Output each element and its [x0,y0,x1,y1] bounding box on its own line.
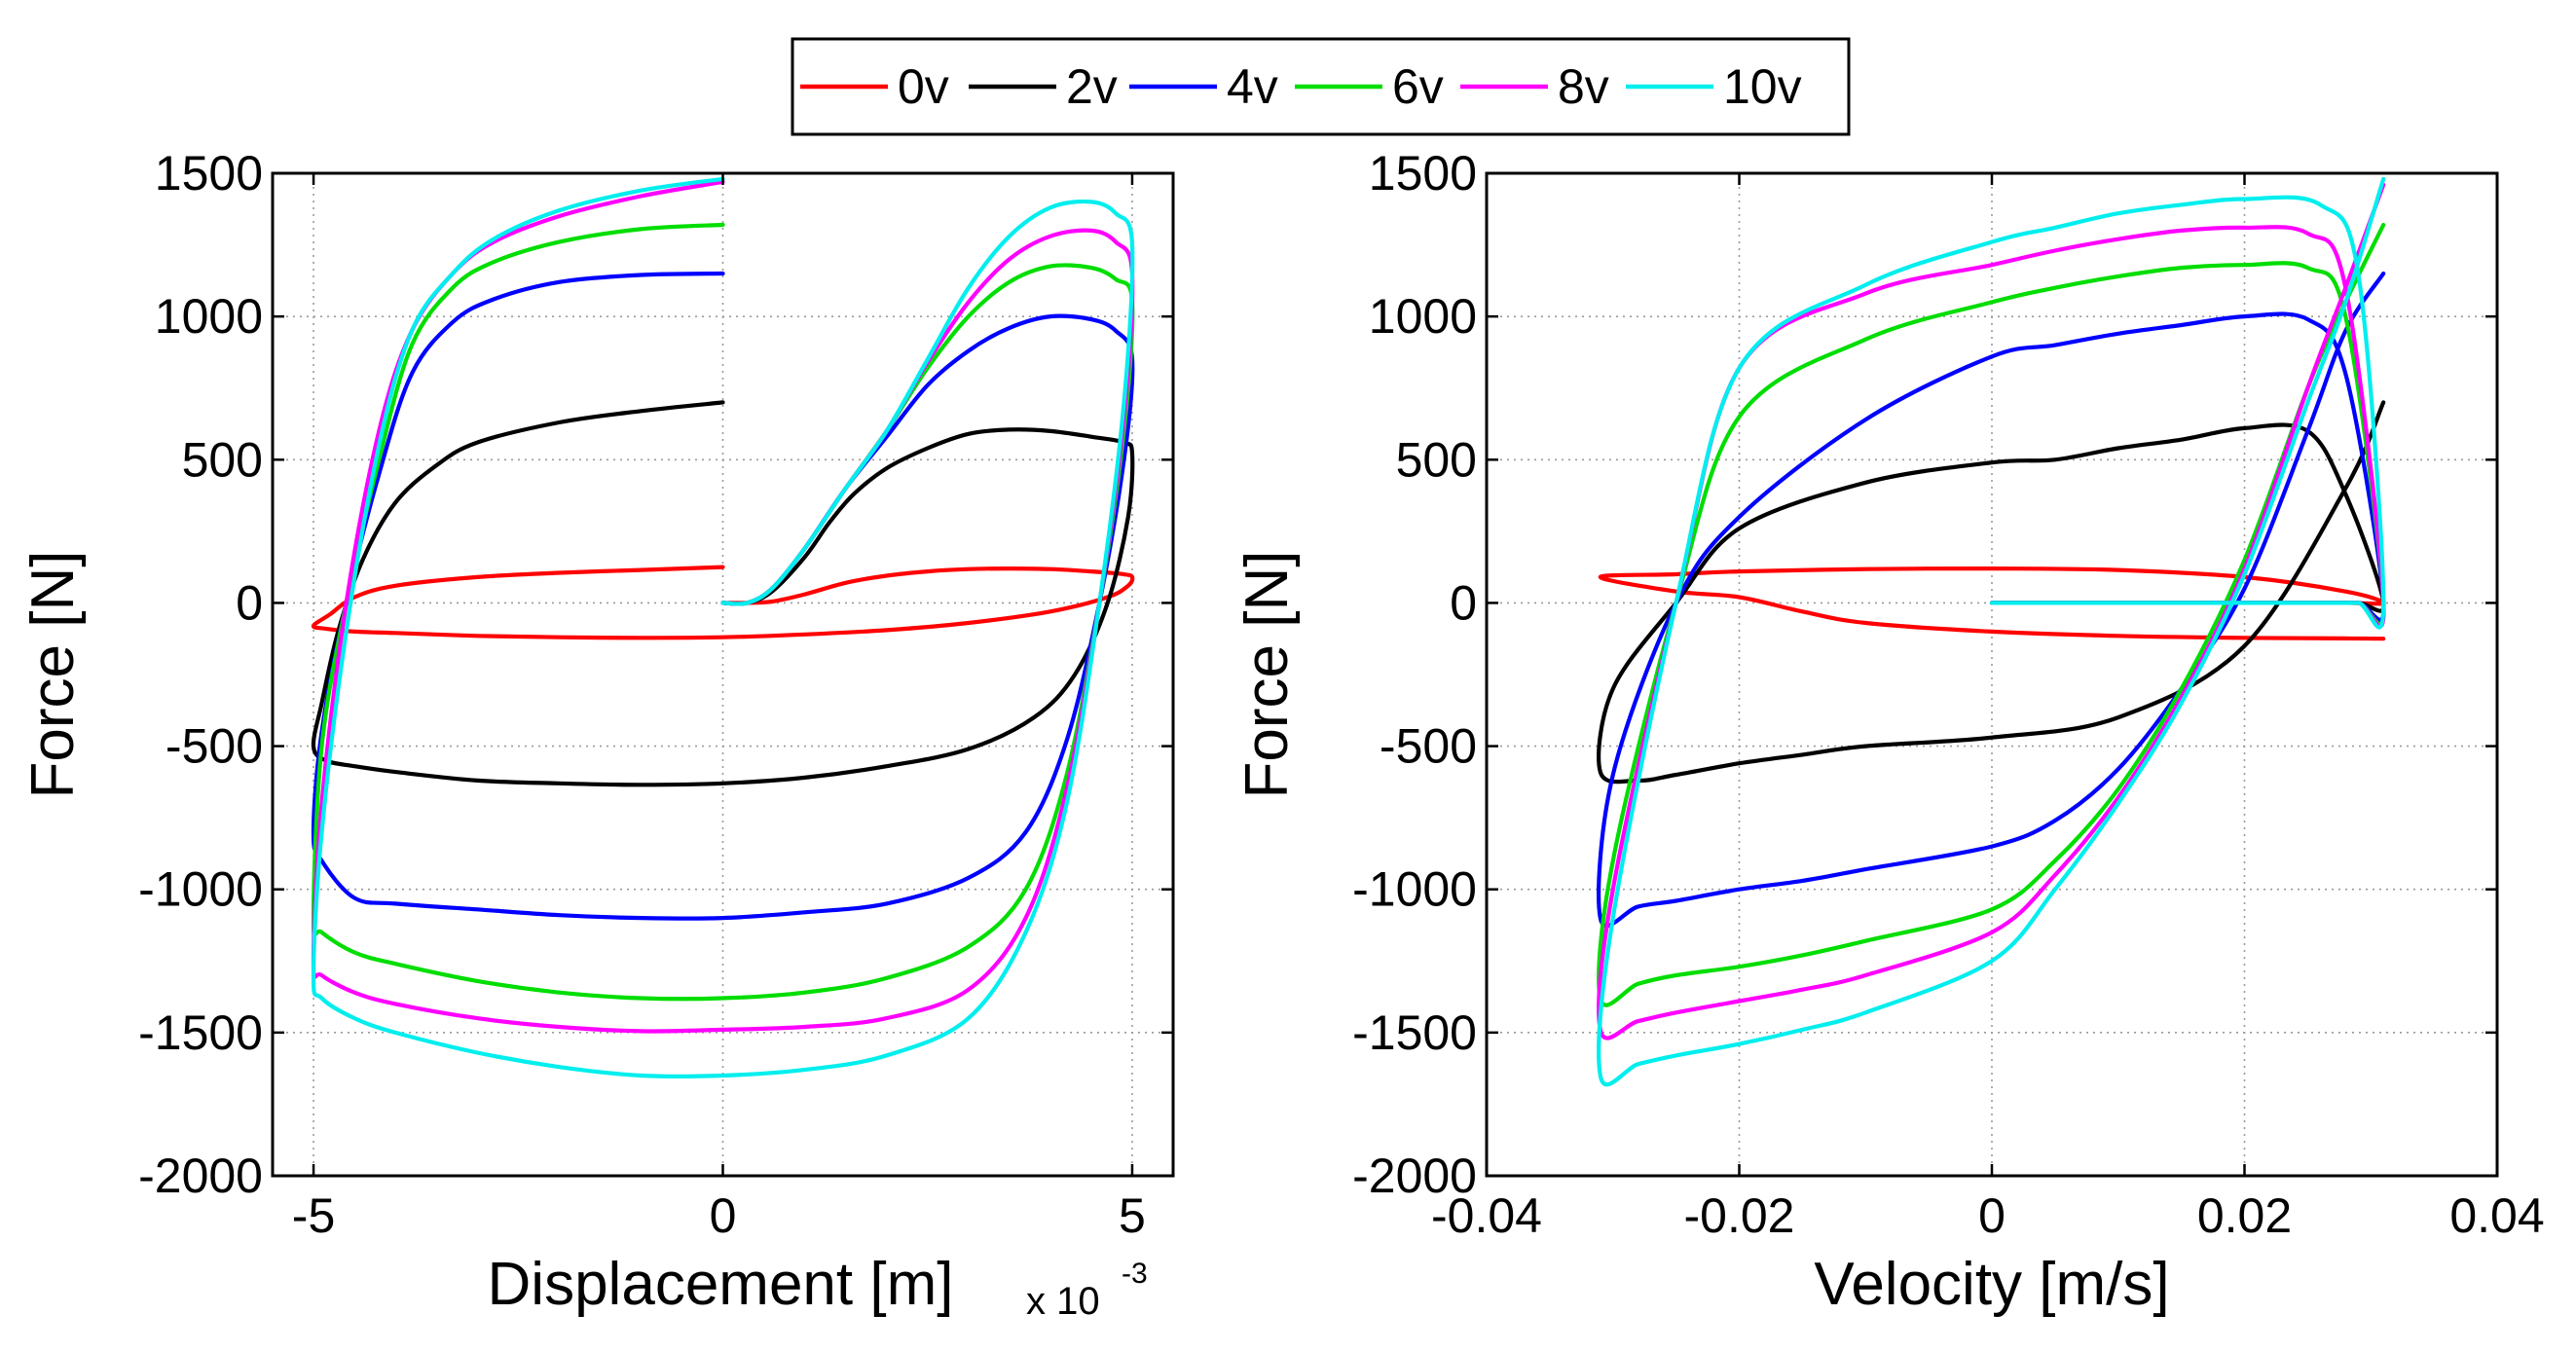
y-axis-label: Force [N] [19,551,87,799]
y-tick-label: -500 [1380,719,1477,774]
series-line-8v [311,179,1135,1034]
y-tick-label: 0 [1450,575,1477,630]
series-line-6v [1597,222,2386,1007]
x-tick-label: -5 [292,1188,335,1243]
x-tick-label: 0.04 [2449,1188,2544,1243]
legend-label-6v: 6v [1392,59,1444,114]
series-line-2v [311,400,1135,787]
y-tick-label: 1000 [1369,289,1477,344]
legend-label-8v: 8v [1558,59,1609,114]
series-line-0v [311,565,1135,640]
legend-label-2v: 2v [1066,59,1118,114]
velocity-force-chart: -0.04 -0.02 0 0.02 0.04 -2000 -1500 -1000 -500 0 5… [1233,146,2545,1318]
y-axis-label: Force [N] [1233,551,1301,799]
y-tick-label: 0 [236,575,263,630]
series-group [311,176,1135,1079]
legend-label-10v: 10v [1723,59,1802,114]
series-group [1597,176,2386,1087]
y-tick-label: 1500 [1369,146,1477,201]
y-tick-label: -1000 [138,862,263,917]
y-tick-label: -1500 [1352,1005,1477,1060]
x-tick-label: 0.02 [2197,1188,2292,1243]
x-multiplier-label: x 10 [1026,1280,1100,1323]
y-tick-label: -2000 [1352,1149,1477,1203]
y-tick-label: 1000 [155,289,263,344]
x-tick-label: 5 [1119,1188,1146,1243]
x-tick-label: 0 [710,1188,737,1243]
displacement-force-chart: -5 0 5 -2000 -1500 -1000 -500 0 500 1000 1500 Displ… [19,146,1175,1323]
y-tick-label: 1500 [155,146,263,201]
legend-label-4v: 4v [1227,59,1278,114]
x-tick-label: -0.04 [1431,1188,1542,1243]
x-tick-label: -0.02 [1684,1188,1795,1243]
x-axis-label: Displacement [m] [488,1251,954,1318]
series-line-10v [1597,176,2386,1087]
legend: 0v 2v 4v 6v 8v 10v [791,37,1851,136]
y-tick-label: -500 [166,719,263,774]
series-line-2v [1597,400,2386,785]
y-tick-label: -2000 [138,1149,263,1203]
series-line-6v [311,222,1135,1002]
series-line-4v [311,271,1135,921]
x-tick-label: 0 [1978,1188,2006,1243]
y-tick-label: 500 [182,432,263,487]
y-tick-label: 500 [1396,432,1477,487]
x-axis-label: Velocity [m/s] [1814,1251,2169,1318]
y-tick-label: -1000 [1352,862,1477,917]
y-tick-label: -1500 [138,1005,263,1060]
legend-label-0v: 0v [898,59,949,114]
series-line-10v [311,176,1135,1079]
x-multiplier-exponent: -3 [1122,1258,1148,1290]
